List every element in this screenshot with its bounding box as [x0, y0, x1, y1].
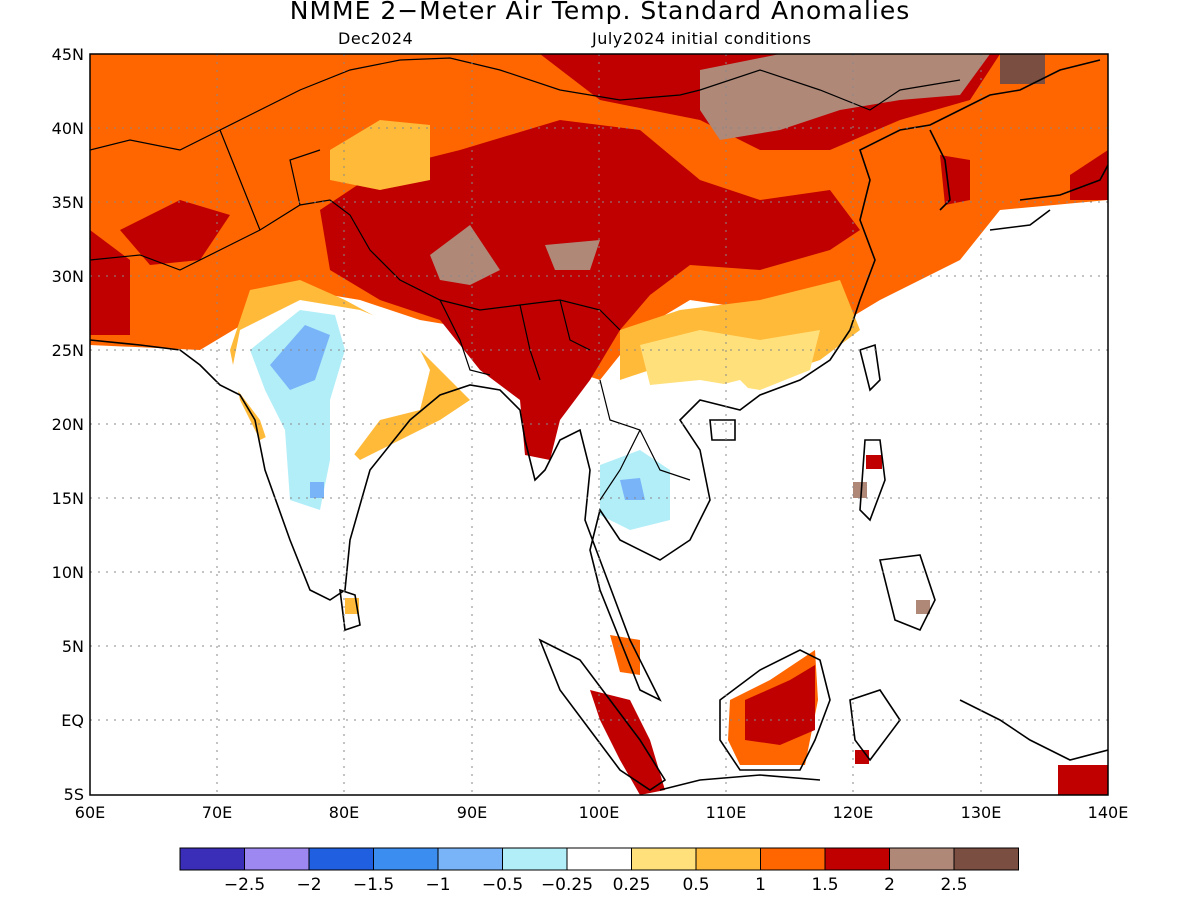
colorbar-label: −2	[296, 875, 321, 895]
anomaly-region-luzon-brown	[853, 482, 867, 498]
lon-tick: 90E	[457, 803, 487, 822]
lon-tick: 100E	[579, 803, 620, 822]
anomaly-region-darkred	[320, 120, 860, 460]
initial-conditions-label: July2024 initial conditions	[592, 29, 812, 48]
lat-tick: 10N	[52, 563, 84, 582]
lon-tick: 70E	[202, 803, 232, 822]
lat-tick: 25N	[52, 341, 84, 360]
lat-tick: 20N	[52, 415, 84, 434]
colorbar-label: −2.5	[224, 875, 265, 895]
colorbar-label: 2	[884, 875, 895, 895]
anomaly-region-brown-tibet2	[545, 240, 600, 270]
gridlines	[90, 54, 1108, 795]
colorbar-swatch	[437, 847, 503, 871]
lat-tick: 35N	[52, 193, 84, 212]
colorbar-label: 2.5	[940, 875, 967, 895]
anomaly-region-blue-india	[270, 325, 330, 390]
anomaly-region-brown-dark	[1000, 54, 1045, 84]
anomaly-region-blue-india2	[310, 482, 324, 498]
colorbar-swatch	[179, 847, 245, 871]
lon-tick: 140E	[1088, 803, 1129, 822]
map-frame	[89, 53, 1109, 796]
colorbar-swatch	[695, 847, 761, 871]
lat-tick: 30N	[52, 267, 84, 286]
coastlines	[90, 59, 1108, 791]
anomaly-region-borneo-red	[745, 665, 815, 745]
anomaly-region-korea	[940, 155, 970, 205]
colorbar-swatch	[566, 847, 632, 871]
lat-tick: 5N	[62, 637, 84, 656]
lat-tick: EQ	[61, 711, 84, 730]
colorbar-label: 1.5	[811, 875, 838, 895]
lat-tick: 15N	[52, 489, 84, 508]
lon-tick: 120E	[833, 803, 874, 822]
map-title: NMME 2−Meter Air Temp. Standard Anomalie…	[289, 0, 911, 25]
colorbar-label: 0.25	[613, 875, 651, 895]
colorbar-label: −0.25	[541, 875, 593, 895]
anomaly-region-darkred-west2	[90, 230, 130, 335]
colorbar-swatch	[824, 847, 890, 871]
colorbar-swatch	[953, 847, 1019, 871]
valid-month-label: Dec2024	[338, 29, 414, 48]
anomaly-region-malaya	[610, 635, 640, 675]
colorbar-swatch	[631, 847, 697, 871]
lat-tick: 45N	[52, 45, 84, 64]
anomaly-region-brown-tibet	[430, 225, 500, 285]
lon-tick: 110E	[706, 803, 747, 822]
borders	[90, 57, 961, 501]
anomaly-region-newguinea	[1058, 765, 1108, 795]
anomaly-region-darkred-west	[120, 200, 230, 265]
anomaly-region-luzon	[866, 455, 882, 469]
anomaly-region-lightorange-north	[330, 120, 430, 190]
anomaly-fill-layer	[90, 54, 1108, 795]
anomaly-region-yellow-south	[640, 330, 820, 390]
colorbar-swatch	[889, 847, 955, 871]
anomaly-region-sumatra	[590, 690, 665, 795]
colorbar-swatch	[760, 847, 826, 871]
colorbar-label: −1.5	[353, 875, 394, 895]
lat-axis: 45N 40N 35N 30N 25N 20N 15N 10N 5N EQ 5S	[52, 45, 84, 804]
lon-tick: 80E	[329, 803, 359, 822]
lon-axis: 60E 70E 80E 90E 100E 110E 120E 130E 140E	[75, 803, 1129, 822]
colorbar-swatch	[373, 847, 439, 871]
anomaly-region-mindanao	[916, 600, 930, 614]
colorbar-swatch	[244, 847, 310, 871]
colorbar: −2.5 −2 −1.5 −1 −0.5 −0.25 0.25 0.5 1 1.5 2 2.5	[179, 847, 1019, 895]
colorbar-label: −0.5	[482, 875, 523, 895]
colorbar-label: 1	[755, 875, 766, 895]
lon-tick: 130E	[961, 803, 1002, 822]
colorbar-swatch	[502, 847, 568, 871]
anomaly-region-blue-thai	[620, 478, 645, 500]
lat-tick: 5S	[64, 785, 84, 804]
lon-tick: 60E	[75, 803, 105, 822]
lat-tick: 40N	[52, 119, 84, 138]
colorbar-swatch	[308, 847, 374, 871]
colorbar-label: −1	[425, 875, 450, 895]
anomaly-region-brown-mongolia	[700, 54, 990, 140]
colorbar-label: 0.5	[682, 875, 709, 895]
